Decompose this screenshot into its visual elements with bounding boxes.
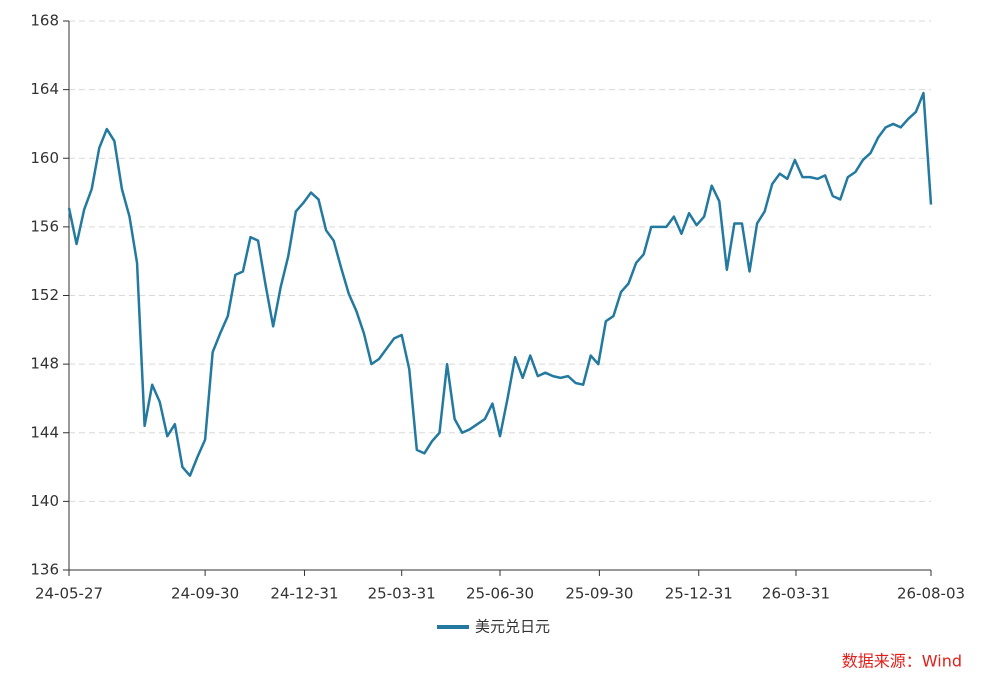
x-tick-label: 25-12-31 — [665, 585, 733, 603]
x-tick-label: 26-03-31 — [762, 585, 830, 603]
y-tick-label: 140 — [30, 492, 59, 510]
y-tick-label: 152 — [30, 286, 59, 304]
x-tick-label: 25-03-31 — [368, 585, 436, 603]
y-tick-label: 148 — [30, 355, 59, 373]
x-tick-label: 24-09-30 — [171, 585, 239, 603]
x-tick-label: 26-08-03 — [897, 585, 965, 603]
y-tick-label: 136 — [30, 561, 59, 579]
y-tick-label: 168 — [30, 12, 59, 30]
x-tick-label: 24-05-27 — [35, 585, 103, 603]
data-line — [67, 91, 933, 477]
y-tick-label: 164 — [30, 80, 59, 98]
x-tick-label: 25-09-30 — [565, 585, 633, 603]
x-tick-label: 24-12-31 — [270, 585, 338, 603]
y-tick-label: 156 — [30, 217, 59, 235]
legend-label: 美元兑日元 — [475, 618, 550, 636]
source-note: 数据来源：Wind — [842, 652, 962, 671]
y-tick-label: 160 — [30, 149, 59, 167]
y-tick-label: 144 — [30, 423, 59, 441]
x-tick-label: 25-06-30 — [466, 585, 534, 603]
